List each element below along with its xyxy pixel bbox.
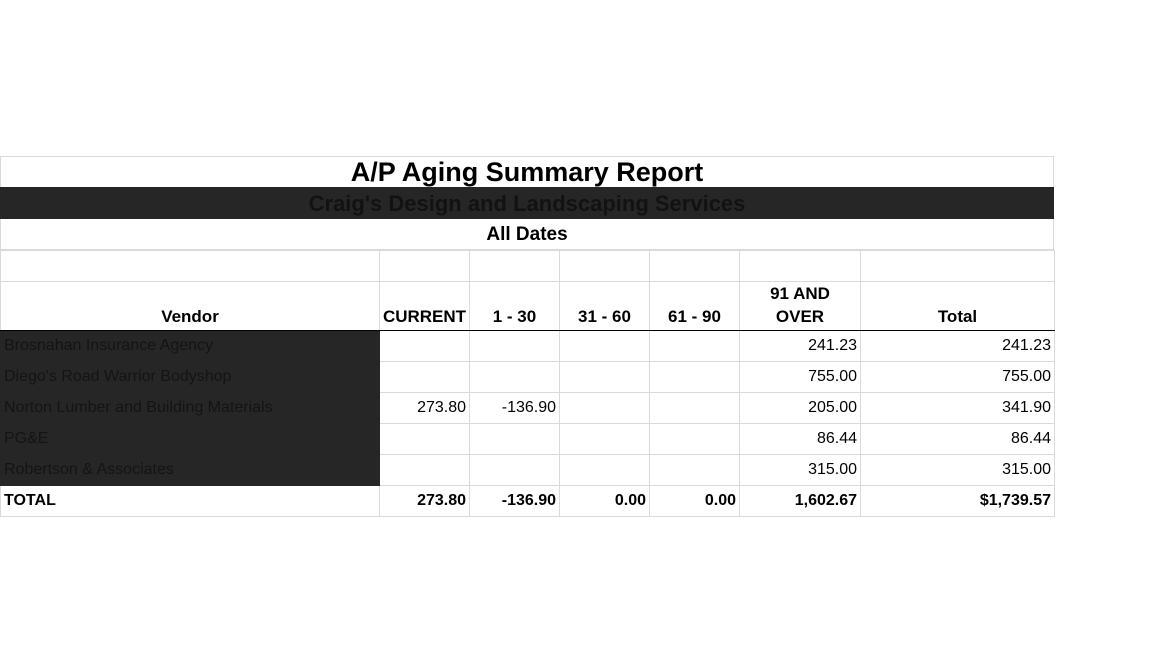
amount-91-over: 755.00 — [739, 361, 861, 393]
amount-31-60 — [559, 330, 650, 362]
totals-1-30: -136.90 — [469, 485, 560, 517]
vendor-name: PG&E — [0, 423, 380, 455]
table-row: Robertson & Associates 315.00 315.00 — [0, 454, 1055, 486]
amount-61-90 — [649, 392, 740, 424]
amount-31-60 — [559, 392, 650, 424]
row-total: 755.00 — [860, 361, 1055, 393]
amount-1-30: -136.90 — [469, 392, 560, 424]
aging-table: Vendor CURRENT 1 - 30 31 - 60 61 - 90 91… — [0, 250, 1055, 517]
amount-91-over: 241.23 — [739, 330, 861, 362]
amount-61-90 — [649, 454, 740, 486]
table-row: Diego's Road Warrior Bodyshop 755.00 755.0… — [0, 361, 1055, 393]
amount-1-30 — [469, 330, 560, 362]
column-header-total: Total — [860, 281, 1055, 331]
row-total: 241.23 — [860, 330, 1055, 362]
current-amount — [379, 361, 470, 393]
totals-row: TOTAL 273.80 -136.90 0.00 0.00 1,602.67 … — [0, 485, 1055, 517]
current-amount — [379, 423, 470, 455]
amount-1-30 — [469, 361, 560, 393]
totals-total: $1,739.57 — [860, 485, 1055, 517]
column-header-current: CURRENT — [379, 281, 470, 331]
table-row: PG&E 86.44 86.44 — [0, 423, 1055, 455]
amount-31-60 — [559, 423, 650, 455]
column-header-vendor: Vendor — [0, 281, 380, 331]
amount-91-over: 86.44 — [739, 423, 861, 455]
totals-label: TOTAL — [0, 485, 380, 517]
amount-91-over: 205.00 — [739, 392, 861, 424]
vendor-name: Norton Lumber and Building Materials — [0, 392, 380, 424]
aging-report: A/P Aging Summary Report Craig's Design … — [0, 156, 1055, 517]
company-name: Craig's Design and Landscaping Services — [0, 187, 1054, 219]
column-header-91-over: 91 AND OVER — [739, 281, 861, 331]
row-total: 86.44 — [860, 423, 1055, 455]
current-amount — [379, 330, 470, 362]
vendor-name: Robertson & Associates — [0, 454, 380, 486]
vendor-rows: Brosnahan Insurance Agency 241.23 241.23 Di… — [0, 330, 1055, 486]
report-title: A/P Aging Summary Report — [0, 156, 1054, 187]
amount-31-60 — [559, 361, 650, 393]
row-total: 315.00 — [860, 454, 1055, 486]
totals-61-90: 0.00 — [649, 485, 740, 517]
column-header-row: Vendor CURRENT 1 - 30 31 - 60 61 - 90 91… — [0, 281, 1055, 331]
column-header-31-60: 31 - 60 — [559, 281, 650, 331]
totals-current: 273.80 — [379, 485, 470, 517]
amount-61-90 — [649, 423, 740, 455]
vendor-name: Brosnahan Insurance Agency — [0, 330, 380, 362]
current-amount: 273.80 — [379, 392, 470, 424]
amount-31-60 — [559, 454, 650, 486]
amount-61-90 — [649, 330, 740, 362]
table-row: Norton Lumber and Building Materials 273.… — [0, 392, 1055, 424]
amount-61-90 — [649, 361, 740, 393]
totals-31-60: 0.00 — [559, 485, 650, 517]
column-header-61-90: 61 - 90 — [649, 281, 740, 331]
date-range: All Dates — [0, 219, 1054, 250]
amount-1-30 — [469, 454, 560, 486]
totals-91-over: 1,602.67 — [739, 485, 861, 517]
row-total: 341.90 — [860, 392, 1055, 424]
table-row: Brosnahan Insurance Agency 241.23 241.23 — [0, 330, 1055, 362]
amount-1-30 — [469, 423, 560, 455]
blank-row — [0, 250, 1055, 282]
amount-91-over: 315.00 — [739, 454, 861, 486]
current-amount — [379, 454, 470, 486]
column-header-1-30: 1 - 30 — [469, 281, 560, 331]
vendor-name: Diego's Road Warrior Bodyshop — [0, 361, 380, 393]
